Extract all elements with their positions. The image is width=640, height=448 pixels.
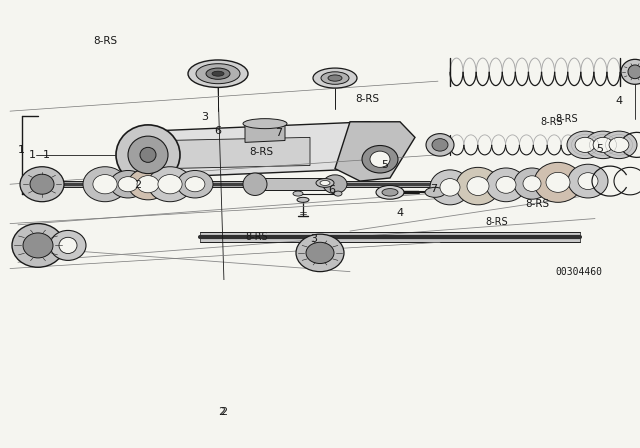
Ellipse shape: [362, 146, 398, 173]
Ellipse shape: [313, 68, 357, 88]
Ellipse shape: [83, 167, 127, 202]
Text: 8-RS: 8-RS: [355, 95, 380, 104]
Ellipse shape: [585, 131, 621, 159]
Ellipse shape: [116, 125, 180, 185]
Ellipse shape: [568, 164, 608, 198]
Ellipse shape: [296, 234, 344, 271]
Ellipse shape: [496, 177, 516, 193]
Polygon shape: [148, 122, 370, 178]
Text: 8-RS: 8-RS: [245, 233, 268, 242]
Polygon shape: [55, 181, 430, 187]
Ellipse shape: [609, 138, 629, 152]
Text: 8-RS: 8-RS: [525, 199, 549, 209]
Ellipse shape: [196, 64, 240, 84]
Ellipse shape: [382, 189, 398, 196]
Ellipse shape: [578, 172, 598, 190]
Text: 8-RS: 8-RS: [555, 114, 578, 124]
Ellipse shape: [430, 170, 470, 205]
Ellipse shape: [593, 138, 613, 152]
Ellipse shape: [306, 242, 334, 263]
Ellipse shape: [140, 147, 156, 162]
Ellipse shape: [425, 187, 445, 197]
Text: 5: 5: [596, 144, 603, 154]
Ellipse shape: [320, 181, 330, 185]
Text: 8-RS: 8-RS: [540, 117, 563, 127]
Ellipse shape: [50, 230, 86, 260]
Polygon shape: [335, 122, 415, 181]
Ellipse shape: [523, 176, 541, 191]
Ellipse shape: [30, 174, 54, 194]
Ellipse shape: [334, 191, 342, 196]
Ellipse shape: [467, 177, 489, 195]
Ellipse shape: [440, 179, 460, 196]
Ellipse shape: [293, 191, 303, 196]
Text: 2: 2: [218, 407, 225, 417]
Ellipse shape: [628, 65, 640, 79]
Text: 3: 3: [202, 112, 209, 122]
Ellipse shape: [20, 167, 64, 202]
Text: 6: 6: [214, 126, 221, 136]
Ellipse shape: [177, 171, 213, 198]
Ellipse shape: [601, 131, 637, 159]
Ellipse shape: [328, 75, 342, 81]
Text: 8-RS: 8-RS: [93, 35, 117, 46]
Ellipse shape: [93, 175, 117, 194]
Ellipse shape: [110, 171, 146, 198]
Text: 8-RS: 8-RS: [485, 217, 508, 227]
Ellipse shape: [188, 60, 248, 87]
Ellipse shape: [118, 177, 138, 192]
Text: 00304460: 00304460: [555, 267, 602, 277]
Ellipse shape: [370, 151, 390, 168]
Ellipse shape: [514, 168, 550, 199]
Ellipse shape: [243, 119, 287, 129]
Text: 3: 3: [310, 234, 317, 244]
Ellipse shape: [376, 185, 404, 199]
Text: 4: 4: [397, 207, 404, 218]
Text: 1: 1: [18, 145, 25, 155]
Text: 8-RS: 8-RS: [250, 147, 274, 157]
Ellipse shape: [128, 136, 168, 174]
Text: 7: 7: [430, 184, 437, 194]
Text: 6: 6: [328, 185, 335, 195]
Ellipse shape: [12, 224, 64, 267]
Ellipse shape: [137, 176, 159, 193]
Polygon shape: [165, 138, 310, 168]
Ellipse shape: [212, 71, 224, 76]
Ellipse shape: [206, 68, 230, 79]
Ellipse shape: [432, 138, 448, 151]
Ellipse shape: [148, 167, 192, 202]
Ellipse shape: [621, 59, 640, 84]
Ellipse shape: [456, 168, 500, 205]
Text: 1: 1: [43, 150, 50, 160]
Ellipse shape: [323, 175, 347, 194]
Text: 7: 7: [275, 128, 282, 138]
Ellipse shape: [128, 168, 168, 200]
Text: 2: 2: [220, 407, 227, 417]
Ellipse shape: [316, 179, 334, 187]
Ellipse shape: [546, 172, 570, 192]
Ellipse shape: [185, 177, 205, 192]
Text: 1: 1: [29, 150, 36, 160]
Ellipse shape: [23, 233, 53, 258]
Ellipse shape: [59, 237, 77, 254]
Ellipse shape: [426, 134, 454, 156]
Polygon shape: [245, 122, 285, 142]
Ellipse shape: [243, 173, 267, 195]
Ellipse shape: [486, 168, 526, 202]
Ellipse shape: [158, 175, 182, 194]
Ellipse shape: [575, 138, 595, 152]
Ellipse shape: [534, 162, 582, 202]
Text: 5: 5: [381, 160, 388, 170]
Text: 4: 4: [615, 96, 622, 106]
Ellipse shape: [567, 131, 603, 159]
Ellipse shape: [321, 72, 349, 84]
Ellipse shape: [297, 197, 309, 202]
Bar: [255, 178, 335, 190]
Polygon shape: [200, 233, 580, 242]
Text: 2: 2: [134, 180, 141, 190]
